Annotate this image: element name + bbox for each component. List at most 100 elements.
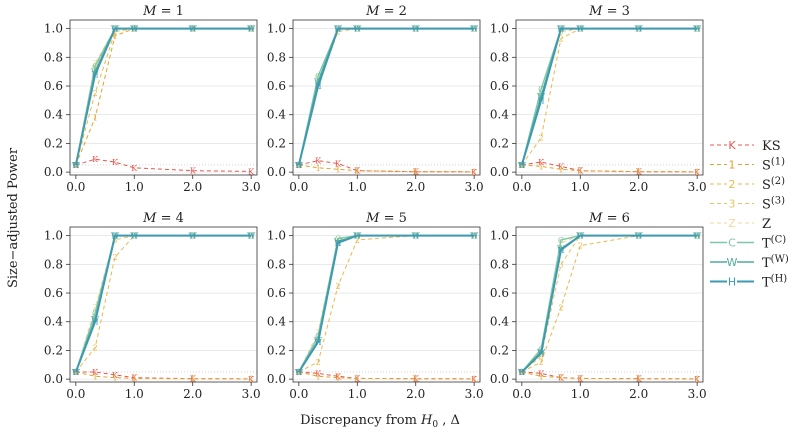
series-line-KS bbox=[521, 371, 698, 380]
x-tick-label: 2.0 bbox=[183, 180, 202, 194]
legend-item-S2: 2 S(2) bbox=[710, 176, 785, 193]
data-point-TH: H bbox=[248, 25, 255, 34]
series-line-TH bbox=[520, 27, 698, 166]
data-point-TC: C bbox=[538, 85, 544, 94]
data-point-TH: H bbox=[131, 232, 138, 241]
data-point-TH: H bbox=[72, 368, 79, 377]
data-point-KS: K bbox=[471, 168, 478, 177]
data-point-TC: C bbox=[296, 161, 302, 170]
panel-title-var: M bbox=[588, 4, 603, 19]
y-tick-label: 1.0 bbox=[267, 22, 286, 36]
data-point-TW: W bbox=[518, 161, 527, 170]
x-tick-label: 2.0 bbox=[629, 387, 648, 401]
y-tick-label: 0.6 bbox=[490, 286, 509, 300]
series-line-S3 bbox=[298, 28, 475, 166]
data-point-TH: H bbox=[577, 232, 584, 241]
data-point-S1: 1 bbox=[695, 168, 700, 177]
y-tick-label: 0.2 bbox=[490, 136, 509, 150]
data-point-S1: 1 bbox=[539, 162, 544, 171]
x-tick-label: 3.0 bbox=[242, 180, 261, 194]
data-point-TH: H bbox=[354, 25, 361, 34]
legend-label-main: KS bbox=[762, 139, 781, 154]
series-line-TW bbox=[75, 27, 252, 166]
panel-frame bbox=[69, 226, 258, 383]
series-line-TW bbox=[298, 27, 475, 166]
series-line-TC bbox=[75, 234, 252, 373]
x-tick-label: 0.0 bbox=[66, 387, 85, 401]
series-TH: H H H H H H bbox=[518, 25, 700, 170]
data-point-TH: H bbox=[635, 232, 642, 241]
legend-label: S(2) bbox=[762, 176, 785, 193]
panel-frame bbox=[292, 226, 481, 383]
data-point-S3: 3 bbox=[519, 368, 524, 377]
y-tick-label: 0.2 bbox=[44, 343, 63, 357]
data-point-S1: 1 bbox=[636, 375, 641, 384]
series-line-TC bbox=[521, 27, 698, 166]
legend-item-TW: W T(W) bbox=[710, 254, 789, 271]
series-line-TC bbox=[298, 27, 475, 166]
legend-swatch-marker: C bbox=[728, 237, 736, 250]
series-line-TH bbox=[297, 27, 475, 166]
data-point-S3: 3 bbox=[519, 161, 524, 170]
y-tick-label: 0.6 bbox=[490, 79, 509, 93]
x-tick-label: 3.0 bbox=[465, 387, 484, 401]
y-tick-label: 0.4 bbox=[44, 315, 63, 329]
x-tick-label: 1.0 bbox=[348, 180, 367, 194]
legend-swatch-gap bbox=[727, 158, 737, 171]
panel-title-eq: = 4 bbox=[156, 211, 183, 226]
y-tick-label: 0.4 bbox=[44, 108, 63, 122]
data-point-S1: 1 bbox=[316, 372, 321, 381]
y-tick-label: 0.8 bbox=[44, 257, 63, 271]
series-line-Z bbox=[521, 28, 698, 166]
panel-title: M = 3 bbox=[588, 4, 630, 19]
panel-title: M = 1 bbox=[142, 4, 184, 19]
data-point-Z: Z bbox=[296, 161, 302, 170]
data-point-TH: H bbox=[248, 232, 255, 241]
series-line-TW bbox=[521, 27, 698, 166]
series-line-TH bbox=[298, 234, 475, 373]
x-tick-label: 1.0 bbox=[348, 387, 367, 401]
series-line-KS bbox=[75, 158, 252, 172]
data-point-S1: 1 bbox=[636, 168, 641, 177]
series-line-S2 bbox=[298, 28, 475, 166]
data-point-KS: K bbox=[558, 374, 565, 383]
data-point-S3: 3 bbox=[296, 161, 301, 170]
legend-label-main: T bbox=[762, 276, 771, 291]
data-point-TH: H bbox=[112, 232, 119, 241]
data-point-S1: 1 bbox=[73, 368, 78, 377]
data-point-KS: K bbox=[92, 368, 99, 377]
data-point-TW: W bbox=[247, 232, 256, 241]
data-point-S1: 1 bbox=[472, 375, 477, 384]
data-point-KS: K bbox=[558, 162, 565, 171]
legend-label: T(C) bbox=[762, 235, 786, 252]
data-point-S1: 1 bbox=[93, 114, 98, 123]
panel-frame bbox=[515, 226, 704, 383]
panel-title: M = 5 bbox=[365, 211, 407, 226]
panel-title-var: M bbox=[588, 211, 603, 226]
data-point-TH: H bbox=[189, 232, 196, 241]
series-line-S1 bbox=[521, 164, 698, 173]
data-point-TW: W bbox=[518, 368, 527, 377]
legend-label-main: S bbox=[762, 159, 771, 174]
y-tick-label: 0.6 bbox=[267, 286, 286, 300]
data-point-S1: 1 bbox=[190, 375, 195, 384]
legend-swatch-marker: 1 bbox=[729, 159, 736, 172]
legend-label-main: Z bbox=[762, 217, 771, 232]
series-line-S1 bbox=[298, 371, 475, 380]
data-point-TW: W bbox=[470, 232, 479, 241]
data-point-S2: 2 bbox=[93, 344, 98, 353]
y-tick-label: 0.4 bbox=[267, 108, 286, 122]
data-point-KS: K bbox=[694, 168, 701, 177]
panel-frame bbox=[515, 19, 704, 176]
data-point-S1: 1 bbox=[578, 374, 583, 383]
x-tick-label: 3.0 bbox=[688, 387, 707, 401]
